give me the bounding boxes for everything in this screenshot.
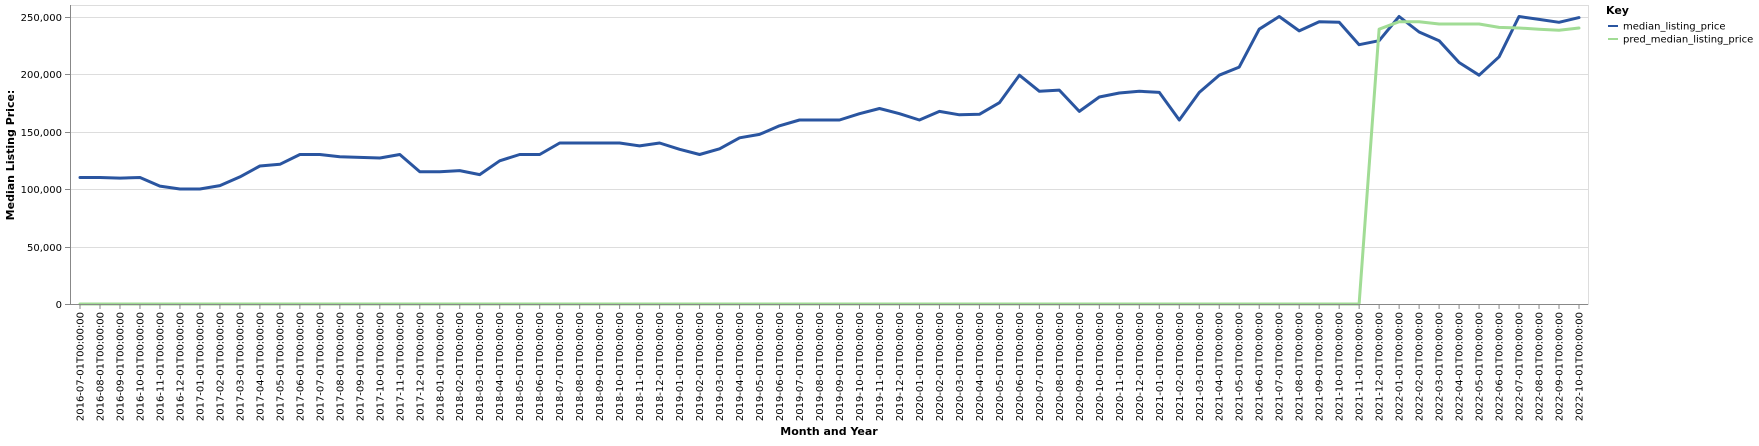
x-tick-label: 2018-05-01T00:00:00 — [515, 312, 526, 421]
y-axis-title: Median Listing Price: — [4, 90, 17, 221]
x-tick-label: 2020-09-01T00:00:00 — [1075, 312, 1086, 421]
x-tick-label: 2017-07-01T00:00:00 — [315, 312, 326, 421]
x-tick-label: 2018-07-01T00:00:00 — [555, 312, 566, 421]
x-tick-label: 2016-09-01T00:00:00 — [116, 312, 127, 421]
x-tick-label: 2020-02-01T00:00:00 — [935, 312, 946, 421]
x-tick-label: 2020-01-01T00:00:00 — [915, 312, 926, 421]
x-tick-label: 2019-11-01T00:00:00 — [875, 312, 886, 421]
x-tick-label: 2019-02-01T00:00:00 — [695, 312, 706, 421]
x-tick-label: 2019-06-01T00:00:00 — [775, 312, 786, 421]
x-tick-label: 2020-04-01T00:00:00 — [975, 312, 986, 421]
x-tick-label: 2017-10-01T00:00:00 — [375, 312, 386, 421]
x-tick-label: 2021-08-01T00:00:00 — [1295, 312, 1306, 421]
x-tick-label: 2018-01-01T00:00:00 — [435, 312, 446, 421]
x-tick-label: 2021-03-01T00:00:00 — [1195, 312, 1206, 421]
x-tick-label: 2021-04-01T00:00:00 — [1215, 312, 1226, 421]
x-tick-label: 2017-04-01T00:00:00 — [255, 312, 266, 421]
x-tick-label: 2018-03-01T00:00:00 — [475, 312, 486, 421]
x-tick-label: 2021-12-01T00:00:00 — [1375, 312, 1386, 421]
x-tick-label: 2017-08-01T00:00:00 — [335, 312, 346, 421]
x-tick-label: 2022-07-01T00:00:00 — [1515, 312, 1526, 421]
x-tick-label: 2021-02-01T00:00:00 — [1175, 312, 1186, 421]
x-tick-label: 2016-12-01T00:00:00 — [175, 312, 186, 421]
x-tick-label: 2021-10-01T00:00:00 — [1335, 312, 1346, 421]
x-tick-label: 2016-08-01T00:00:00 — [96, 312, 107, 421]
gridlines — [70, 17, 1588, 305]
x-tick-label: 2019-09-01T00:00:00 — [835, 312, 846, 421]
x-tick-label: 2018-02-01T00:00:00 — [455, 312, 466, 421]
x-tick-label: 2017-11-01T00:00:00 — [395, 312, 406, 421]
x-tick-label: 2020-05-01T00:00:00 — [995, 312, 1006, 421]
x-tick-label: 2020-07-01T00:00:00 — [1035, 312, 1046, 421]
axes: 0 50,000 100,000 150,000 200,000 250,000 2016-… — [21, 5, 1588, 421]
x-tick-label: 2018-11-01T00:00:00 — [635, 312, 646, 421]
x-tick-label: 2020-11-01T00:00:00 — [1115, 312, 1126, 421]
x-tick-label: 2022-06-01T00:00:00 — [1495, 312, 1506, 421]
x-tick-label: 2020-03-01T00:00:00 — [955, 312, 966, 421]
y-tick-label: 50,000 — [27, 243, 62, 254]
x-tick-label: 2017-12-01T00:00:00 — [415, 312, 426, 421]
x-tick-label: 2021-06-01T00:00:00 — [1255, 312, 1266, 421]
x-tick-label: 2019-05-01T00:00:00 — [755, 312, 766, 421]
x-tick-label: 2016-07-01T00:00:00 — [76, 312, 87, 421]
x-tick-label: 2022-10-01T00:00:00 — [1575, 312, 1586, 421]
series-line-pred_median_listing_price — [78, 20, 1581, 306]
x-tick-label: 2019-04-01T00:00:00 — [735, 312, 746, 421]
x-tick-label: 2018-10-01T00:00:00 — [615, 312, 626, 421]
y-tick-label: 0 — [56, 300, 62, 311]
x-tick-label: 2018-09-01T00:00:00 — [595, 312, 606, 421]
x-tick-label: 2021-09-01T00:00:00 — [1315, 312, 1326, 421]
series-lines — [78, 15, 1581, 306]
x-tick-label: 2020-08-01T00:00:00 — [1055, 312, 1066, 421]
x-tick-label: 2022-03-01T00:00:00 — [1435, 312, 1446, 421]
x-tick-label: 2017-05-01T00:00:00 — [275, 312, 286, 421]
x-tick-label: 2018-08-01T00:00:00 — [575, 312, 586, 421]
x-tick-label: 2019-12-01T00:00:00 — [895, 312, 906, 421]
x-tick-label: 2021-07-01T00:00:00 — [1275, 312, 1286, 421]
x-tick-label: 2018-04-01T00:00:00 — [495, 312, 506, 421]
legend: Key median_listing_price pred_median_list… — [1606, 4, 1753, 46]
x-tick-label: 2017-02-01T00:00:00 — [215, 312, 226, 421]
y-tick-label: 200,000 — [21, 70, 62, 81]
x-tick-label: 2016-11-01T00:00:00 — [155, 312, 166, 421]
x-tick-label: 2016-10-01T00:00:00 — [136, 312, 147, 421]
x-tick-label: 2022-02-01T00:00:00 — [1415, 312, 1426, 421]
x-tick-label: 2017-01-01T00:00:00 — [195, 312, 206, 421]
x-tick-label: 2020-06-01T00:00:00 — [1015, 312, 1026, 421]
legend-label: median_listing_price — [1623, 22, 1726, 33]
series-line-median_listing_price — [78, 15, 1581, 191]
x-tick-label: 2019-10-01T00:00:00 — [855, 312, 866, 421]
x-tick-label: 2017-03-01T00:00:00 — [235, 312, 246, 421]
x-tick-label: 2021-11-01T00:00:00 — [1355, 312, 1366, 421]
x-tick-label: 2022-08-01T00:00:00 — [1535, 312, 1546, 421]
legend-label: pred_median_listing_price — [1623, 35, 1753, 46]
y-tick-label: 100,000 — [21, 185, 62, 196]
x-axis-title: Month and Year — [780, 425, 878, 438]
x-tick-label: 2019-03-01T00:00:00 — [715, 312, 726, 421]
x-tick-label: 2019-08-01T00:00:00 — [815, 312, 826, 421]
x-tick-label: 2017-09-01T00:00:00 — [355, 312, 366, 421]
x-tick-label: 2018-12-01T00:00:00 — [655, 312, 666, 421]
x-tick-label: 2021-01-01T00:00:00 — [1155, 312, 1166, 421]
x-tick-label: 2019-07-01T00:00:00 — [795, 312, 806, 421]
x-tick-label: 2022-05-01T00:00:00 — [1475, 312, 1486, 421]
x-tick-label: 2022-09-01T00:00:00 — [1555, 312, 1566, 421]
x-tick-label: 2019-01-01T00:00:00 — [675, 312, 686, 421]
y-tick-label: 250,000 — [21, 13, 62, 24]
y-tick-label: 150,000 — [21, 128, 62, 139]
x-tick-label: 2022-04-01T00:00:00 — [1455, 312, 1466, 421]
x-tick-label: 2017-06-01T00:00:00 — [295, 312, 306, 421]
legend-title: Key — [1606, 4, 1629, 17]
x-tick-label: 2022-01-01T00:00:00 — [1395, 312, 1406, 421]
x-tick-label: 2018-06-01T00:00:00 — [535, 312, 546, 421]
x-tick-label: 2021-05-01T00:00:00 — [1235, 312, 1246, 421]
x-tick-label: 2020-12-01T00:00:00 — [1135, 312, 1146, 421]
x-tick-label: 2020-10-01T00:00:00 — [1095, 312, 1106, 421]
